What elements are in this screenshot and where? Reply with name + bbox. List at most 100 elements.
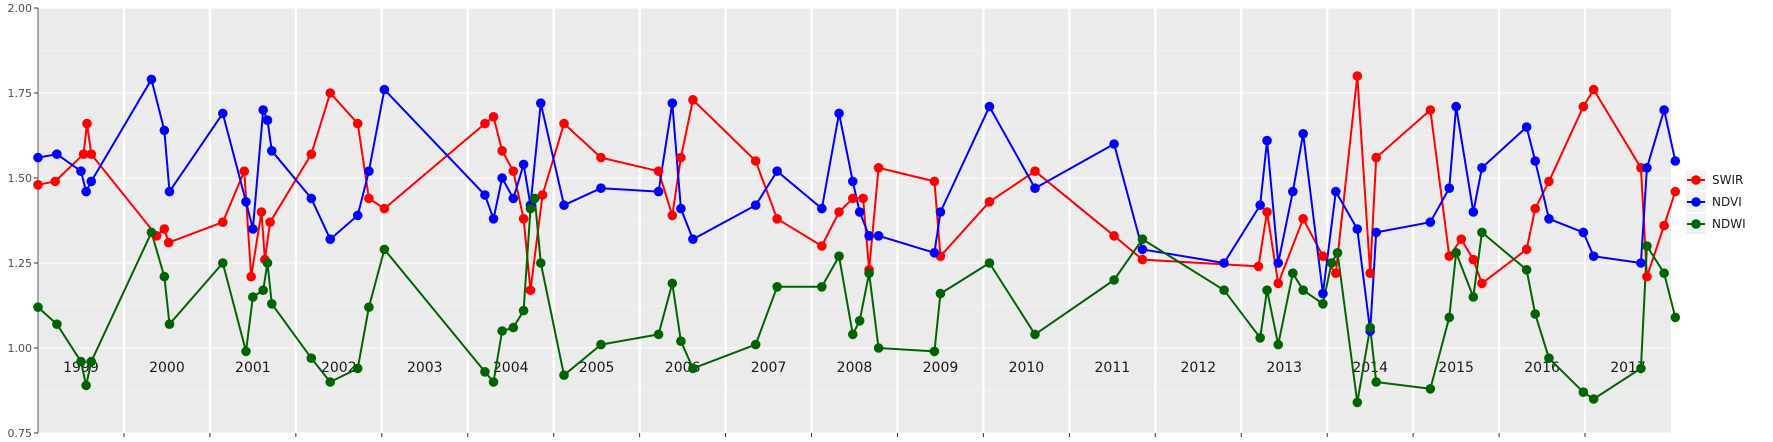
data-point-ndvi — [817, 203, 827, 214]
data-point-swir — [265, 217, 275, 227]
year-label: 2015 — [1438, 360, 1474, 376]
data-point-ndvi — [364, 166, 374, 176]
data-point-ndvi — [688, 234, 698, 244]
y-axis: 0.75 1.00 1.25 1.50 1.75 2.00 — [8, 2, 39, 440]
data-point-ndwi — [864, 268, 874, 279]
data-point-swir — [86, 149, 97, 159]
data-point-swir — [1137, 254, 1148, 265]
data-point-ndvi — [1477, 163, 1487, 173]
year-label: 2002 — [321, 360, 357, 376]
data-point-ndvi — [1255, 200, 1265, 210]
data-point-ndvi — [266, 146, 277, 156]
data-point-ndwi — [164, 319, 175, 330]
data-point-ndvi — [146, 74, 157, 85]
data-point-ndvi — [33, 152, 43, 163]
data-point-ndvi — [86, 176, 97, 187]
data-point-swir — [1425, 105, 1436, 115]
data-point-ndwi — [379, 244, 390, 255]
data-point-ndwi — [929, 346, 940, 357]
year-label: 2007 — [751, 360, 787, 376]
data-point-ndwi — [1219, 285, 1229, 296]
data-point-ndvi — [834, 108, 844, 119]
data-point-ndwi — [854, 316, 865, 326]
year-label: 2016 — [1524, 360, 1560, 376]
data-point-ndvi — [1670, 156, 1681, 166]
data-point-swir — [364, 193, 374, 204]
data-point-ndwi — [817, 282, 827, 292]
data-point-ndwi — [266, 299, 277, 309]
y-tick-label: 1.25 — [8, 257, 33, 270]
data-point-ndvi — [1262, 135, 1272, 146]
data-point-swir — [1371, 152, 1381, 163]
data-point-ndwi — [1451, 248, 1461, 258]
data-point-ndwi — [873, 343, 884, 353]
data-point-ndvi — [854, 207, 865, 217]
data-point-swir — [480, 118, 490, 129]
data-point-swir — [676, 152, 686, 163]
year-label: 2001 — [235, 360, 271, 376]
data-point-ndwi — [146, 227, 157, 238]
y-tick-label: 1.50 — [8, 172, 33, 185]
data-point-ndvi — [1451, 101, 1461, 112]
x-axis: 1999 2000 2001 2002 2003 2004 2005 2006 2007 2008… — [63, 360, 1646, 437]
data-point-ndwi — [1530, 309, 1540, 319]
data-point-ndvi — [497, 173, 507, 183]
data-point-swir — [1521, 244, 1532, 255]
data-point-ndvi — [518, 159, 529, 170]
data-point-ndwi — [1444, 312, 1455, 323]
data-point-ndvi — [1273, 258, 1284, 268]
data-point-ndwi — [1318, 299, 1328, 309]
data-point-ndvi — [1318, 288, 1328, 299]
data-point-ndvi — [1352, 224, 1363, 234]
data-point-ndwi — [1352, 397, 1363, 408]
data-point-ndvi — [352, 210, 363, 221]
data-point-ndwi — [667, 278, 678, 289]
data-point-swir — [1544, 176, 1554, 187]
data-point-swir — [1352, 71, 1363, 81]
data-point-swir — [352, 118, 363, 129]
data-point-ndvi — [1444, 183, 1455, 193]
data-point-ndvi — [929, 248, 940, 258]
data-point-swir — [1670, 186, 1681, 197]
data-point-ndwi — [248, 292, 258, 302]
data-point-swir — [817, 241, 827, 251]
data-point-swir — [525, 285, 536, 296]
data-point-ndvi — [488, 214, 499, 224]
data-point-swir — [159, 224, 170, 234]
data-point-ndwi — [1332, 248, 1343, 258]
data-point-swir — [1030, 166, 1040, 176]
data-point-ndwi — [525, 203, 536, 214]
y-tick-label: 1.00 — [8, 342, 33, 355]
data-point-swir — [1262, 207, 1272, 217]
data-point-ndwi — [1262, 285, 1272, 296]
data-point-swir — [1456, 234, 1467, 244]
data-point-ndvi — [535, 98, 546, 108]
data-point-ndwi — [1578, 387, 1589, 398]
data-point-swir — [750, 156, 761, 166]
year-label: 2012 — [1180, 360, 1216, 376]
data-point-ndvi — [559, 200, 569, 210]
data-point-ndvi — [1659, 105, 1669, 115]
data-point-ndvi — [1530, 156, 1540, 166]
data-point-ndwi — [1588, 394, 1599, 404]
data-point-ndvi — [217, 108, 228, 119]
data-point-ndwi — [325, 377, 336, 387]
data-point-ndvi — [1468, 207, 1479, 217]
data-point-ndwi — [559, 370, 569, 381]
data-point-swir — [1273, 278, 1284, 289]
data-point-swir — [518, 214, 529, 224]
data-point-swir — [1331, 268, 1341, 279]
data-point-ndwi — [262, 258, 273, 268]
legend-label-swir: SWIR — [1712, 173, 1743, 187]
data-point-swir — [688, 95, 698, 105]
year-label: 2005 — [579, 360, 615, 376]
data-point-swir — [1318, 251, 1328, 261]
data-point-ndvi — [1371, 227, 1381, 238]
data-point-swir — [488, 112, 499, 122]
data-point-ndvi — [667, 98, 678, 108]
data-point-swir — [33, 180, 43, 190]
data-point-ndvi — [248, 224, 258, 234]
data-point-ndvi — [262, 115, 273, 125]
data-point-ndwi — [653, 329, 664, 340]
data-point-swir — [537, 190, 548, 200]
